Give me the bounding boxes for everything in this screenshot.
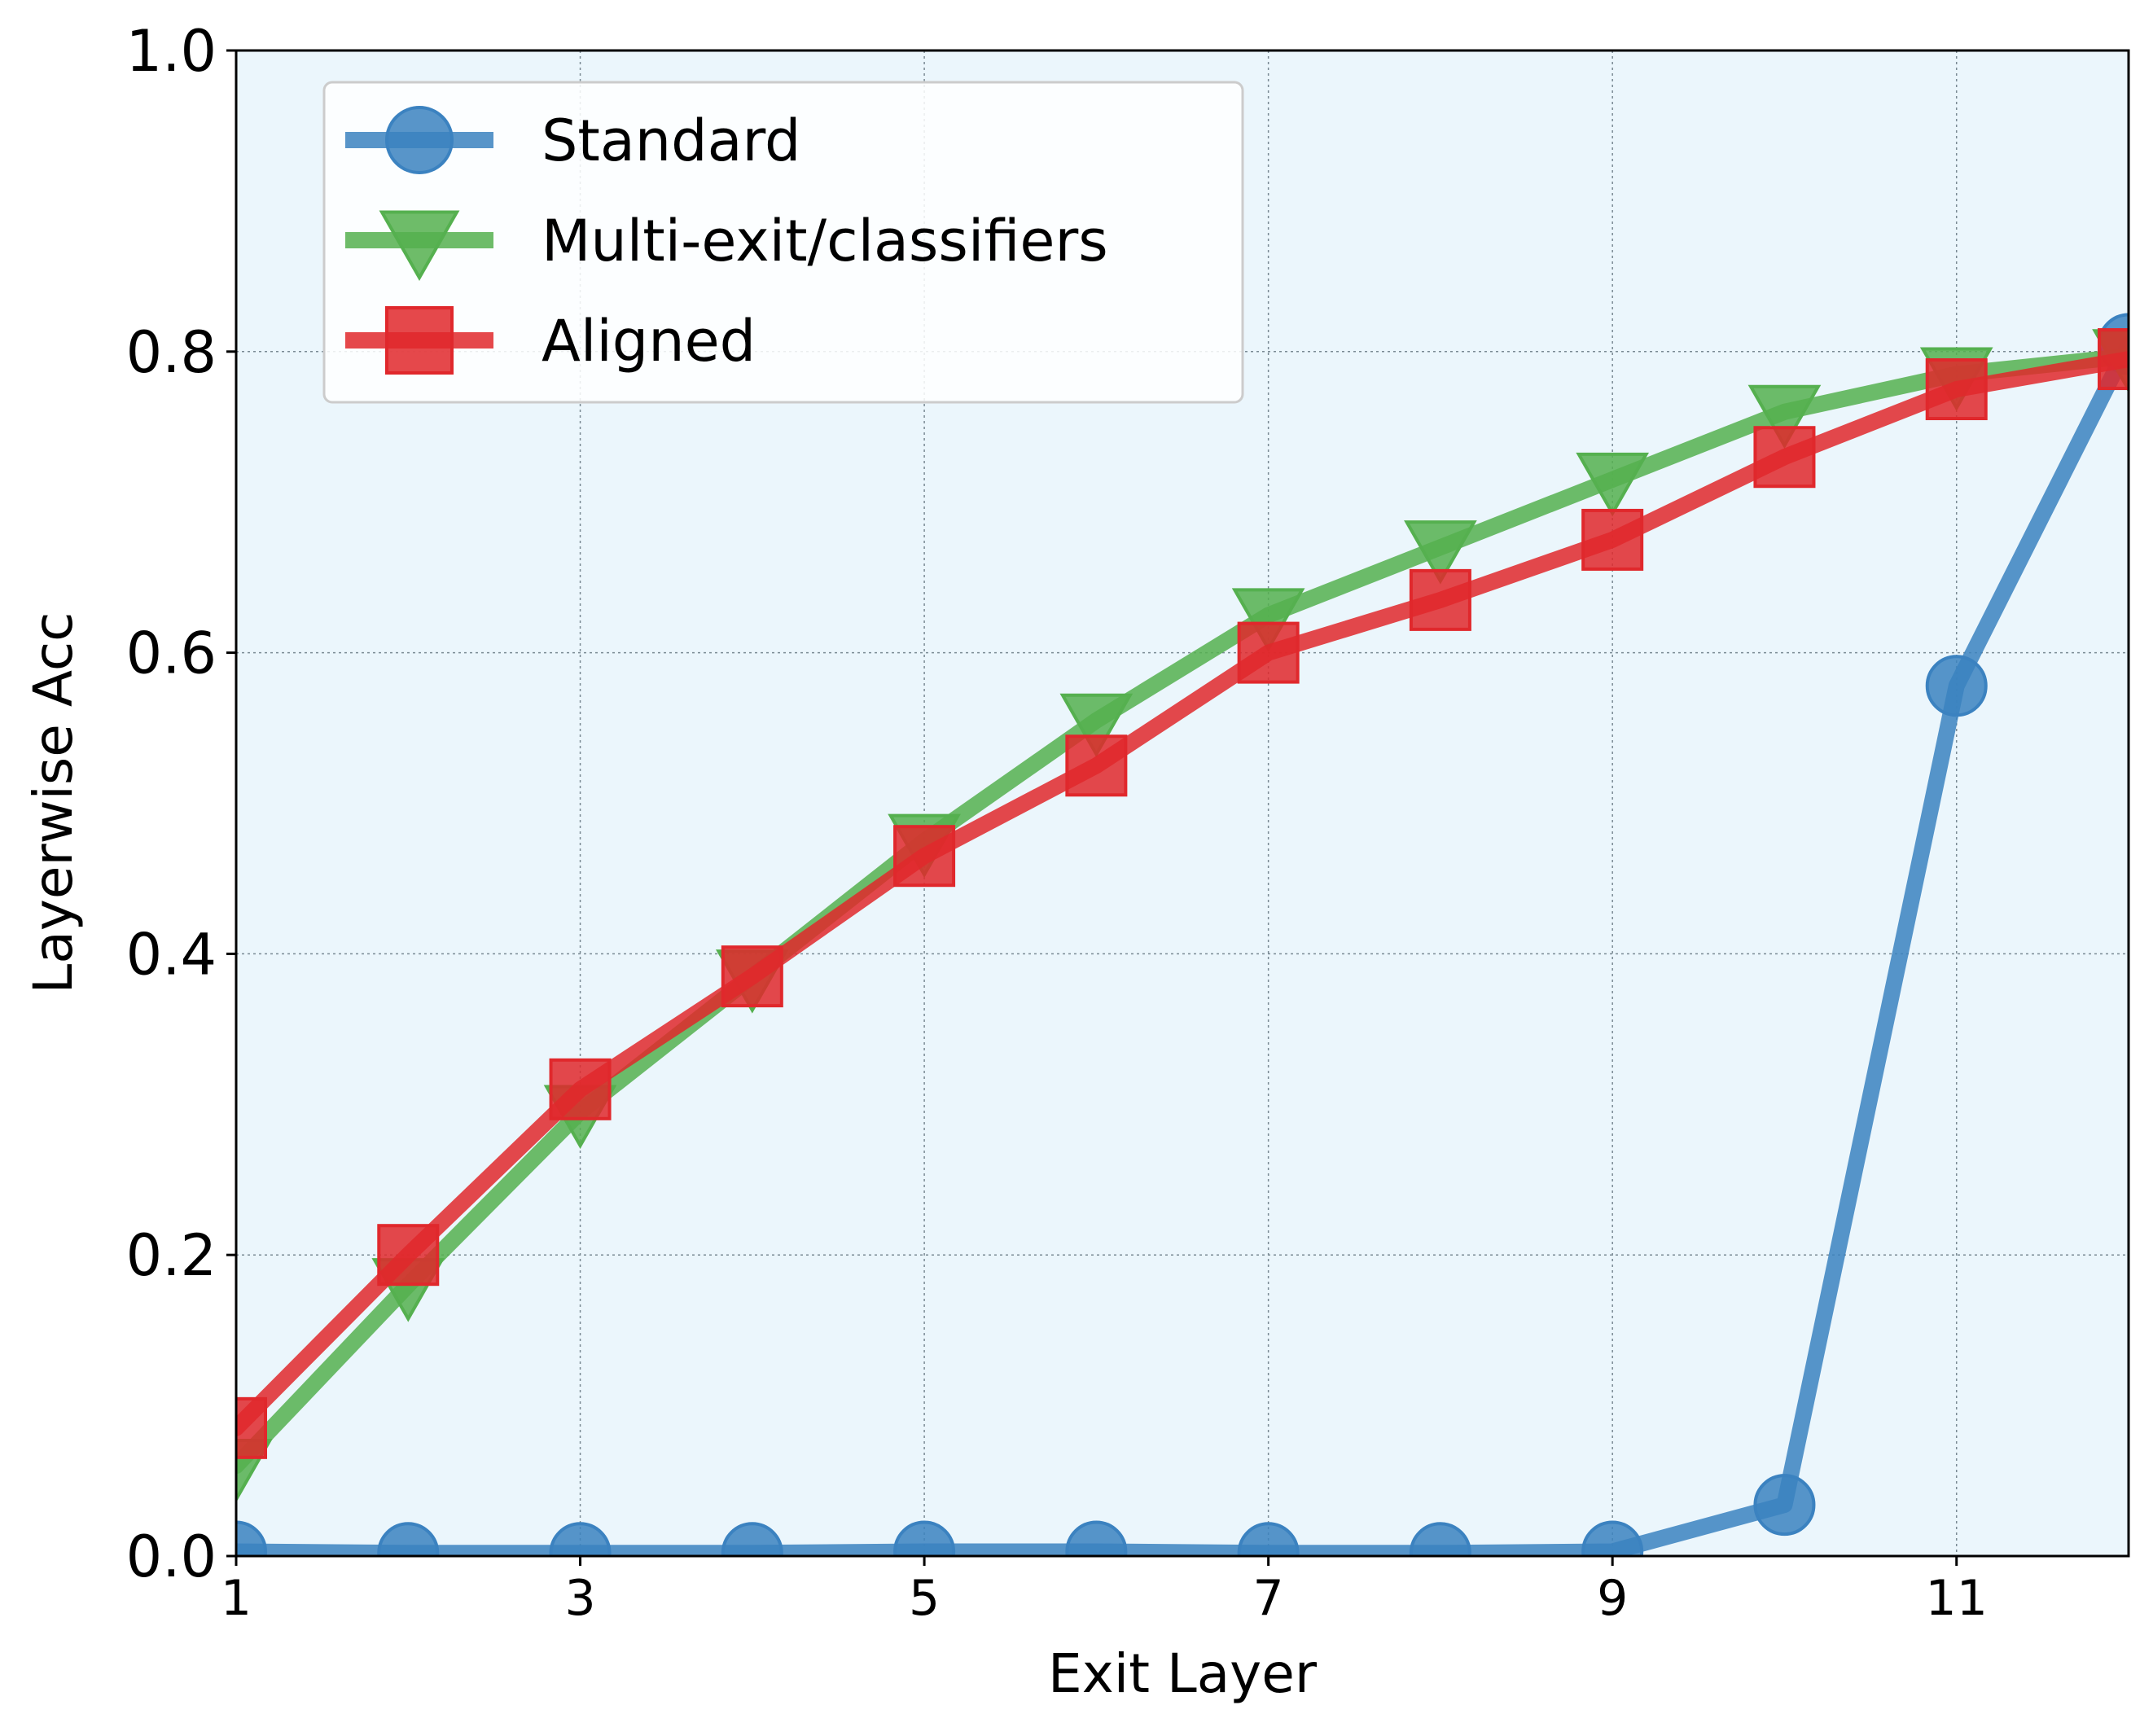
data-point-multi-exit-classifiers bbox=[1404, 520, 1477, 585]
axis-ticks: 1 3 5 7 9 11 0.0 0.2 0.4 0.6 0.8 1.0 bbox=[126, 18, 1988, 1627]
data-point-standard bbox=[893, 1520, 956, 1556]
data-point-standard bbox=[721, 1522, 783, 1556]
data-point-aligned bbox=[1409, 568, 1471, 631]
data-point-multi-exit-classifiers bbox=[1576, 452, 1650, 517]
legend-marker-aligned bbox=[385, 306, 454, 375]
data-point-standard bbox=[549, 1522, 612, 1556]
legend-marker-multi-exit-classifiers bbox=[379, 210, 460, 282]
data-point-standard bbox=[1065, 1520, 1128, 1556]
legend-label: Standard bbox=[542, 107, 800, 174]
x-tick-label: 11 bbox=[1926, 1570, 1988, 1627]
y-tick-label: 0.2 bbox=[126, 1222, 217, 1289]
plot-frame bbox=[235, 49, 2130, 1558]
x-tick-label: 7 bbox=[1253, 1570, 1284, 1627]
data-point-standard bbox=[1581, 1520, 1644, 1556]
data-point-aligned bbox=[1925, 358, 1988, 421]
x-tick-label: 5 bbox=[909, 1570, 940, 1627]
legend-label: Multi-exit/classifiers bbox=[542, 208, 1108, 274]
legend-item-aligned: Aligned bbox=[345, 306, 756, 375]
data-point-aligned bbox=[1581, 508, 1644, 571]
data-point-standard bbox=[1237, 1522, 1300, 1556]
data-point-aligned bbox=[377, 1224, 440, 1287]
legend-item-standard: Standard bbox=[345, 106, 800, 174]
data-point-standard bbox=[1753, 1474, 1816, 1537]
series-aligned bbox=[236, 328, 2129, 1459]
data-point-multi-exit-classifiers bbox=[1231, 588, 1305, 652]
x-tick-label: 9 bbox=[1597, 1570, 1628, 1627]
data-point-aligned bbox=[1065, 734, 1128, 797]
data-point-multi-exit-classifiers bbox=[1059, 693, 1134, 758]
data-point-standard bbox=[1409, 1522, 1471, 1556]
legend: Standard Multi-exit/classifiers Aligned bbox=[322, 81, 1244, 404]
data-point-aligned bbox=[549, 1058, 612, 1120]
y-tick-label: 0.0 bbox=[126, 1523, 217, 1590]
y-tick-label: 0.8 bbox=[126, 319, 217, 386]
y-tick-label: 1.0 bbox=[126, 18, 217, 85]
data-point-standard bbox=[377, 1522, 440, 1556]
y-tick-label: 0.4 bbox=[126, 921, 217, 988]
data-point-aligned bbox=[721, 945, 783, 1008]
data-point-aligned bbox=[1237, 621, 1300, 684]
data-point-standard bbox=[236, 1520, 267, 1556]
data-point-aligned bbox=[1753, 426, 1816, 489]
legend-label: Aligned bbox=[542, 308, 756, 375]
y-tick-label: 0.6 bbox=[126, 620, 217, 687]
legend-box bbox=[322, 81, 1244, 404]
data-point-multi-exit-classifiers bbox=[1747, 384, 1822, 449]
data-point-aligned bbox=[236, 1396, 267, 1459]
y-axis-label: Layerwise Acc bbox=[22, 612, 85, 994]
series-group bbox=[236, 313, 2129, 1556]
series-line-multi-exit-classifiers bbox=[236, 348, 2129, 1475]
data-point-aligned bbox=[2098, 328, 2129, 391]
x-tick-label: 1 bbox=[221, 1570, 252, 1627]
data-point-standard bbox=[1925, 655, 1988, 717]
legend-item-multi-exit-classifiers: Multi-exit/classifiers bbox=[345, 208, 1108, 282]
legend-marker-standard bbox=[385, 106, 454, 174]
x-tick-label: 3 bbox=[564, 1570, 595, 1627]
data-point-aligned bbox=[893, 825, 956, 888]
x-axis-label: Exit Layer bbox=[1048, 1642, 1318, 1705]
